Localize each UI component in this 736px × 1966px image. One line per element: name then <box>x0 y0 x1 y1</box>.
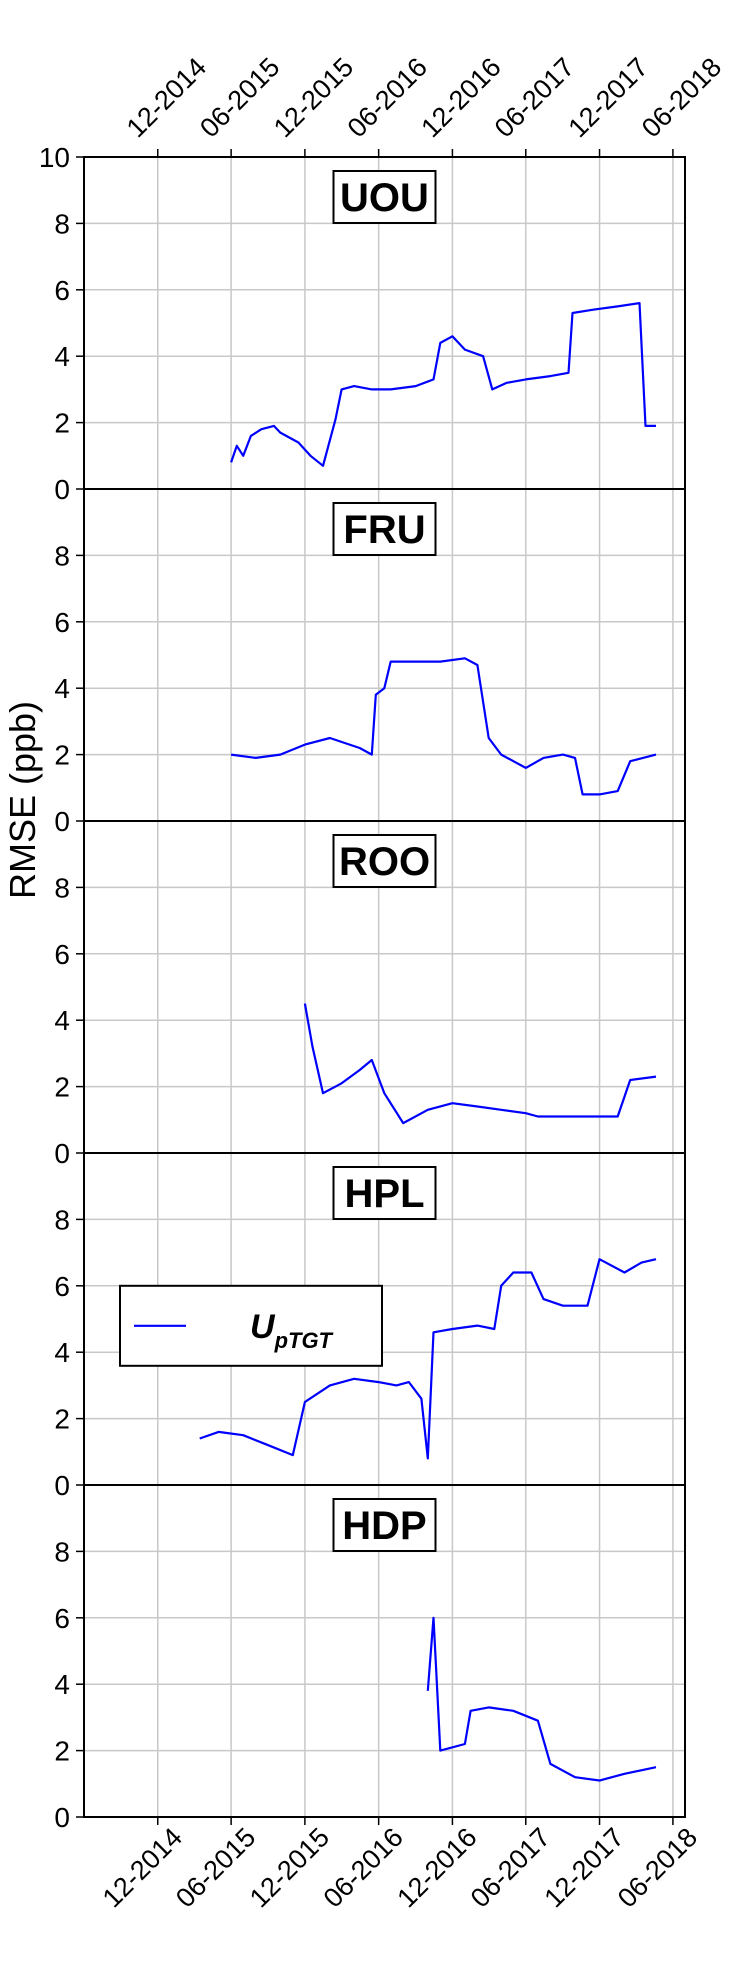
x-tick-label-top-12-2015: 12-2015 <box>268 52 359 143</box>
x-tick-label-top-06-2017: 06-2017 <box>489 52 580 143</box>
titles-layer: UOU FRU ROO HPL HDP <box>332 170 437 1552</box>
y-tick-label-hpl-6: 6 <box>54 1271 70 1302</box>
y-tick-label-hpl-2: 2 <box>54 1404 70 1435</box>
y-tick-label-fru-8: 8 <box>54 540 70 571</box>
series-line-fru <box>230 657 657 796</box>
y-tick-label-fru-6: 6 <box>54 607 70 638</box>
y-tick-label-roo-8: 8 <box>54 872 70 903</box>
y-tick-label-hdp-0: 0 <box>54 1802 70 1833</box>
x-tick-label-bottom-06-2017: 06-2017 <box>465 1822 556 1913</box>
x-tick-label-bottom-12-2017: 12-2017 <box>539 1822 630 1913</box>
x-tick-label-top-06-2018: 06-2018 <box>636 52 727 143</box>
y-tick-label-hpl-0: 0 <box>54 1470 70 1501</box>
panel-title-box-fru <box>332 502 437 556</box>
y-tick-label-hdp-6: 6 <box>54 1603 70 1634</box>
x-tick-label-top-12-2017: 12-2017 <box>563 52 654 143</box>
y-tick-label-roo-2: 2 <box>54 1072 70 1103</box>
panel-title-fru: FRU <box>343 508 425 552</box>
y-tick-label-hpl-4: 4 <box>54 1337 70 1368</box>
legend-label: UpTGT <box>250 1308 334 1353</box>
panel-title-box-hdp <box>332 1498 437 1552</box>
series-line-roo <box>303 1003 657 1125</box>
x-tick-label-top-06-2016: 06-2016 <box>342 52 433 143</box>
panel-title-box-roo <box>332 834 437 888</box>
series-layer <box>199 302 657 1782</box>
series-line-uou <box>230 302 656 467</box>
legend-layer: UpTGT <box>119 1284 383 1367</box>
y-tick-label-roo-6: 6 <box>54 939 70 970</box>
y-tick-label-uou-8: 8 <box>54 208 70 239</box>
x-tick-label-bottom-06-2018: 06-2018 <box>612 1822 703 1913</box>
y-tick-label-roo-4: 4 <box>54 1005 70 1036</box>
panel-title-box-hpl <box>332 1166 437 1220</box>
x-tick-label-top-06-2015: 06-2015 <box>194 52 285 143</box>
x-tick-label-top-12-2016: 12-2016 <box>415 52 506 143</box>
y-tick-label-uou-4: 4 <box>54 341 70 372</box>
y-tick-label-hpl-8: 8 <box>54 1204 70 1235</box>
x-tick-label-bottom-06-2016: 06-2016 <box>318 1822 409 1913</box>
y-tick-label-hdp-4: 4 <box>54 1669 70 1700</box>
legend-label-main: U <box>250 1308 276 1346</box>
x-tick-label-bottom-12-2015: 12-2015 <box>244 1822 335 1913</box>
panel-frame-hdp <box>83 1484 686 1818</box>
panel-title-hdp: HDP <box>342 1504 426 1548</box>
y-tick-label-fru-0: 0 <box>54 806 70 837</box>
y-tick-label-hdp-8: 8 <box>54 1536 70 1567</box>
panel-title-roo: ROO <box>339 840 430 884</box>
y-tick-label-fru-4: 4 <box>54 673 70 704</box>
ticks-layer: 0 2 4 6 8 10 0 2 4 6 8 0 2 4 6 8 0 2 4 6 8 0 2 4 6 8 12-2014 12-201… <box>39 52 727 1913</box>
x-tick-label-bottom-12-2014: 12-2014 <box>97 1822 188 1913</box>
grid-layer <box>84 156 685 1818</box>
legend-label-sub: pTGT <box>274 1328 334 1353</box>
x-tick-label-bottom-12-2016: 12-2016 <box>391 1822 482 1913</box>
y-tick-label-uou-10: 10 <box>39 142 70 173</box>
y-tick-label-uou-0: 0 <box>54 474 70 505</box>
frame-layer <box>83 156 686 1818</box>
y-tick-label-hdp-2: 2 <box>54 1736 70 1767</box>
y-tick-label-roo-0: 0 <box>54 1138 70 1169</box>
panel-title-box-uou <box>332 170 437 224</box>
panel-title-uou: UOU <box>340 176 429 220</box>
x-tick-label-bottom-06-2015: 06-2015 <box>170 1822 261 1913</box>
x-tick-label-top-12-2014: 12-2014 <box>121 52 212 143</box>
y-tick-label-fru-2: 2 <box>54 740 70 771</box>
y-tick-label-uou-6: 6 <box>54 275 70 306</box>
series-line-hdp <box>426 1616 657 1782</box>
series-line-hpl <box>199 1258 657 1460</box>
y-tick-label-uou-2: 2 <box>54 408 70 439</box>
y-axis-label: RMSE (ppb) <box>2 701 43 899</box>
panel-title-hpl: HPL <box>345 1172 425 1216</box>
